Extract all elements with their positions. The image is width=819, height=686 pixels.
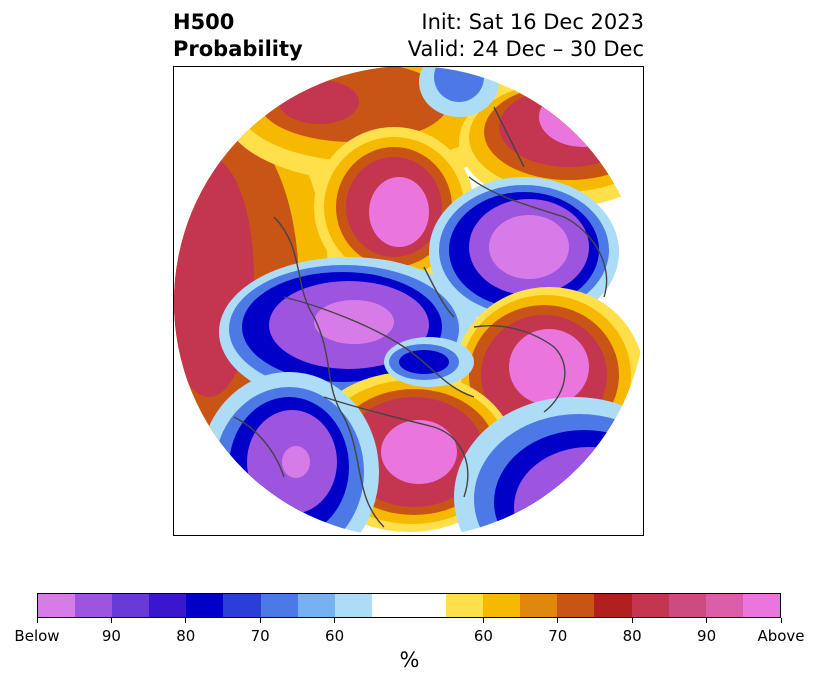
colorbar-segment (557, 594, 595, 617)
colorbar-tick (557, 618, 559, 623)
coastline (473, 325, 566, 413)
title-right: Init: Sat 16 Dec 2023 Valid: 24 Dec – 30… (408, 9, 644, 63)
colorbar-tick (631, 618, 633, 623)
colorbar-tick-label: 90 (101, 627, 121, 645)
init-date: Init: Sat 16 Dec 2023 (421, 10, 644, 34)
below-core-contour (282, 446, 310, 478)
below-region-top (419, 67, 499, 117)
colorbar-tick-label: 60 (325, 627, 345, 645)
colorbar (37, 593, 781, 618)
colorbar-tick-label: 60 (473, 627, 493, 645)
title-type: Probability (173, 37, 303, 61)
colorbar-segment (371, 594, 409, 617)
colorbar-segment (742, 594, 780, 617)
map-disk (174, 67, 643, 535)
below-region-north (429, 177, 619, 327)
colorbar-tick (334, 618, 336, 623)
colorbar-tick-label: 90 (697, 627, 717, 645)
colorbar-segment (112, 594, 150, 617)
below-region-center (384, 337, 474, 387)
colorbar-tick-label: 80 (176, 627, 196, 645)
coastlines (233, 106, 608, 528)
colorbar-tick (185, 618, 187, 623)
below-core-contour (489, 215, 569, 279)
coastline (423, 266, 455, 318)
above-strong-contour (499, 87, 639, 167)
coastline (323, 396, 469, 498)
above-core-contour (381, 420, 457, 484)
colorbar-segment (446, 594, 484, 617)
coastline (273, 216, 385, 528)
coastline (468, 176, 608, 298)
colorbar-segment (38, 594, 76, 617)
colorbar-tick (36, 618, 38, 623)
colorbar-ticks: Below 90 80 70 60 60 70 80 90 Above (14, 618, 805, 648)
below-light-contour (434, 67, 484, 102)
colorbar-segment (186, 594, 224, 617)
colorbar-segment (75, 594, 113, 617)
map-panel (173, 66, 644, 536)
colorbar-segment (149, 594, 187, 617)
colorbar-tick-label: 70 (548, 627, 568, 645)
above-strong-contour (279, 80, 359, 124)
colorbar-segment (223, 594, 261, 617)
colorbar-segment (631, 594, 669, 617)
probability-map (174, 67, 643, 535)
title-left: H500 Probability (173, 9, 303, 63)
colorbar-segment (408, 594, 447, 617)
colorbar-segment (668, 594, 706, 617)
colorbar-segment (297, 594, 335, 617)
coastline (493, 106, 525, 168)
colorbar-tick (482, 618, 484, 623)
colorbar-tick-label: Below (14, 627, 60, 645)
colorbar-tick (706, 618, 708, 623)
above-core-contour (509, 329, 589, 405)
colorbar-segment (260, 594, 298, 617)
colorbar-tick-label: 70 (250, 627, 270, 645)
colorbar-tick (259, 618, 261, 623)
colorbar-tick-label: Above (757, 627, 805, 645)
colorbar-segment (705, 594, 743, 617)
colorbar-segment (483, 594, 521, 617)
colorbar-tick (110, 618, 112, 623)
below-core-contour (314, 300, 394, 344)
colorbar-unit: % (399, 648, 420, 672)
colorbar-segment (594, 594, 632, 617)
coastline (283, 296, 475, 398)
colorbar-segment (520, 594, 558, 617)
title-variable: H500 (173, 10, 235, 34)
colorbar-tick (780, 618, 782, 623)
colorbar-tick-label: 80 (622, 627, 642, 645)
valid-dates: Valid: 24 Dec – 30 Dec (407, 37, 644, 61)
above-core-contour (539, 87, 629, 147)
coastline (233, 416, 285, 478)
colorbar-segment (334, 594, 372, 617)
above-core-contour (369, 177, 429, 247)
